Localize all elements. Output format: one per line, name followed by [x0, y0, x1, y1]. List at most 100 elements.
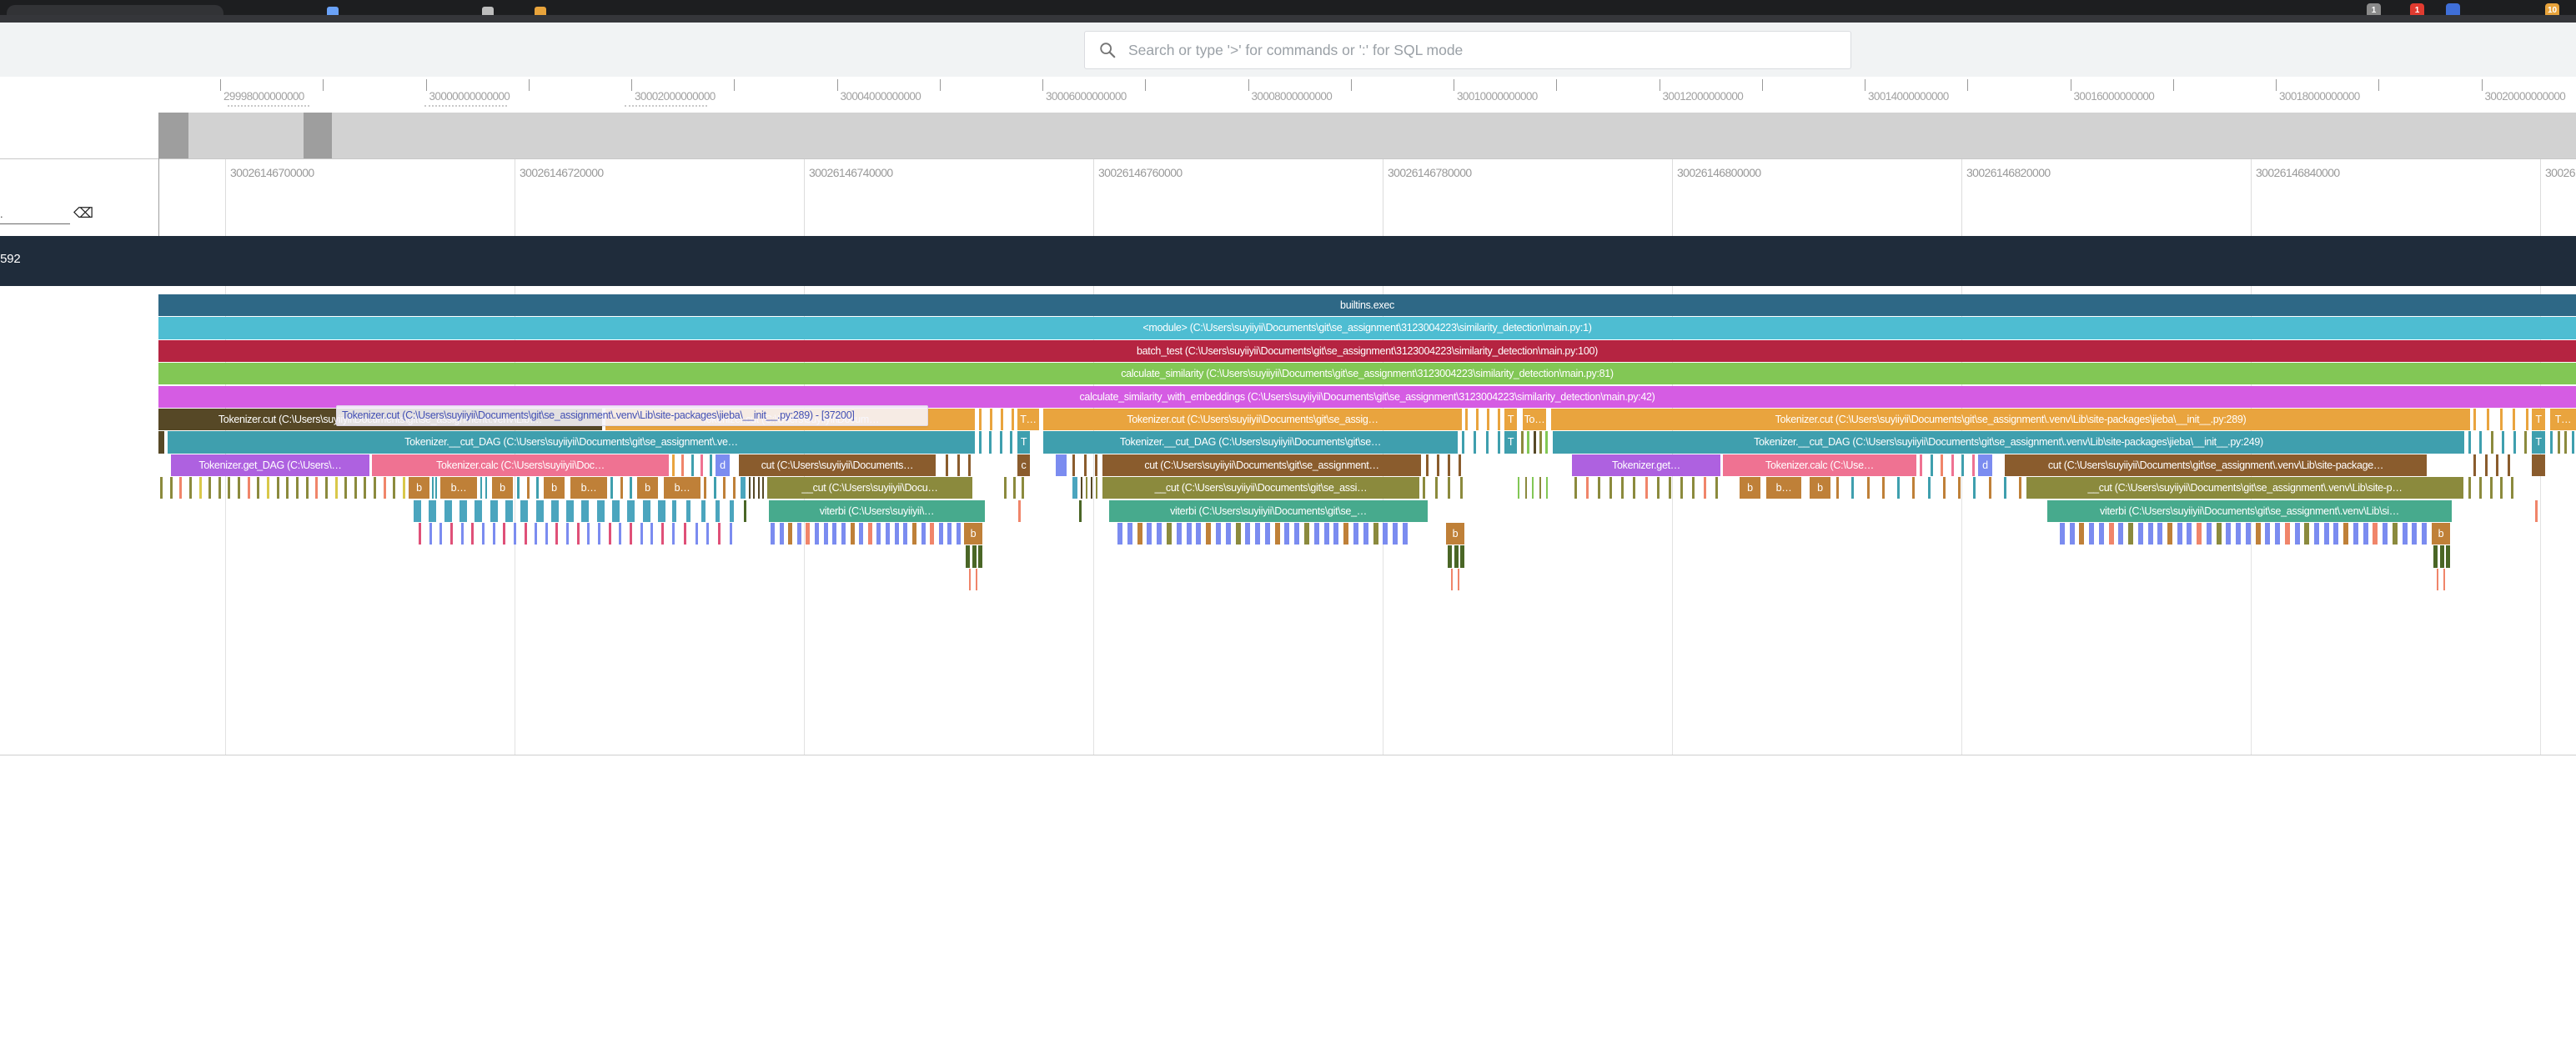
flame-sliver[interactable] — [315, 477, 319, 499]
flame-sliver[interactable] — [1498, 431, 1500, 454]
flame-segment[interactable] — [2443, 568, 2445, 590]
flame-sliver[interactable] — [2486, 409, 2489, 431]
flame-sliver[interactable] — [620, 477, 623, 499]
flame-sliver[interactable] — [681, 454, 685, 476]
flame-sliver[interactable] — [374, 477, 377, 499]
flame-sliver[interactable] — [545, 523, 548, 545]
flame-sliver[interactable] — [1127, 523, 1132, 545]
flame-sliver[interactable] — [218, 477, 221, 499]
flame-segment[interactable]: b — [637, 477, 658, 499]
flame-sliver[interactable] — [2422, 523, 2427, 545]
flame-sliver[interactable] — [1930, 454, 1933, 476]
flame-sliver[interactable] — [305, 477, 309, 499]
flame-segment[interactable]: T… — [1017, 409, 1039, 431]
flame-sliver[interactable] — [449, 523, 453, 545]
flame-segment[interactable]: b — [409, 477, 429, 499]
flame-sliver[interactable] — [1645, 477, 1648, 499]
flame-sliver[interactable] — [2245, 523, 2251, 545]
flame-sliver[interactable] — [2275, 523, 2281, 545]
flame-segment[interactable] — [2437, 568, 2438, 590]
flame-sliver[interactable] — [1001, 409, 1003, 431]
flame-sliver[interactable] — [930, 523, 935, 545]
flame-sliver[interactable] — [1460, 545, 1464, 568]
flame-segment[interactable]: b… — [664, 477, 700, 499]
flame-sliver[interactable] — [612, 499, 620, 522]
flame-sliver[interactable] — [979, 431, 982, 454]
flame-sliver[interactable] — [1961, 454, 1965, 476]
flame-sliver[interactable] — [718, 523, 721, 545]
flame-sliver[interactable] — [815, 523, 820, 545]
flame-sliver[interactable] — [439, 523, 443, 545]
search-input[interactable] — [1128, 41, 1850, 59]
flame-sliver[interactable] — [480, 477, 482, 499]
flame-sliver[interactable] — [2392, 523, 2398, 545]
flame-sliver[interactable] — [2284, 523, 2290, 545]
flame-sliver[interactable] — [2323, 523, 2329, 545]
flame-segment[interactable]: To… — [1523, 409, 1546, 431]
flame-sliver[interactable] — [2197, 523, 2202, 545]
flame-sliver[interactable] — [1703, 477, 1706, 499]
flame-sliver[interactable] — [334, 477, 338, 499]
flame-sliver[interactable] — [2383, 523, 2388, 545]
brush-handle[interactable] — [158, 113, 188, 158]
flame-sliver[interactable] — [1022, 477, 1024, 499]
flame-sliver[interactable] — [587, 523, 590, 545]
flame-sliver[interactable] — [642, 499, 650, 522]
flame-sliver[interactable] — [1353, 523, 1359, 545]
flame-sliver[interactable] — [2363, 523, 2368, 545]
flame-sliver[interactable] — [972, 545, 977, 568]
flame-sliver[interactable] — [1274, 523, 1280, 545]
flame-segment[interactable]: b — [492, 477, 513, 499]
flame-segment[interactable] — [1458, 568, 1459, 590]
flame-sliver[interactable] — [2294, 523, 2300, 545]
flame-sliver[interactable] — [286, 477, 289, 499]
flame-segment[interactable]: d — [716, 454, 730, 476]
flame-sliver[interactable] — [1498, 409, 1500, 431]
flame-sliver[interactable] — [1004, 477, 1007, 499]
flame-sliver[interactable] — [1245, 523, 1251, 545]
flame-sliver[interactable] — [733, 477, 736, 499]
flame-sliver[interactable] — [2500, 477, 2503, 499]
flame-sliver[interactable] — [771, 523, 775, 545]
flame-segment[interactable]: T — [1017, 431, 1030, 454]
flame-sliver[interactable] — [2147, 523, 2153, 545]
flame-sliver[interactable] — [1313, 523, 1319, 545]
flame-sliver[interactable] — [471, 523, 475, 545]
flame-sliver[interactable] — [1958, 477, 1961, 499]
flame-sliver[interactable] — [505, 499, 513, 522]
flame-sliver[interactable] — [1476, 409, 1479, 431]
flame-sliver[interactable] — [1012, 409, 1014, 431]
flame-segment[interactable]: viterbi (C:\Users\suyiiyii\… — [769, 499, 985, 522]
flame-sliver[interactable] — [1972, 454, 1975, 476]
flame-sliver[interactable] — [1083, 454, 1087, 476]
timeline-overview-brush[interactable] — [158, 113, 2576, 158]
flame-sliver[interactable] — [753, 477, 756, 499]
flame-sliver[interactable] — [2333, 523, 2339, 545]
flame-sliver[interactable] — [513, 523, 516, 545]
flame-segment[interactable] — [969, 568, 971, 590]
flame-sliver[interactable] — [2433, 545, 2438, 568]
flame-sliver[interactable] — [1465, 409, 1468, 431]
flame-sliver[interactable] — [1680, 477, 1683, 499]
flame-sliver[interactable] — [2003, 477, 2006, 499]
flame-sliver[interactable] — [2137, 523, 2143, 545]
flame-sliver[interactable] — [1343, 523, 1349, 545]
flame-sliver[interactable] — [2513, 409, 2516, 431]
flame-sliver[interactable] — [1621, 477, 1624, 499]
flame-sliver[interactable] — [630, 523, 633, 545]
flame-segment[interactable] — [1451, 568, 1453, 590]
flame-segment[interactable]: Tokenizer.calc (C:\Use… — [1723, 454, 1916, 476]
flame-sliver[interactable] — [832, 523, 837, 545]
flame-segment[interactable]: T — [1504, 409, 1517, 431]
flame-sliver[interactable] — [2353, 523, 2358, 545]
flame-sliver[interactable] — [1147, 523, 1152, 545]
flame-segment[interactable]: calculate_similarity (C:\Users\suyiiyii\… — [158, 363, 2576, 385]
flame-segment[interactable]: b — [964, 523, 982, 545]
flame-sliver[interactable] — [650, 523, 654, 545]
flame-sliver[interactable] — [700, 454, 703, 476]
flame-segment[interactable]: T… — [2550, 409, 2576, 431]
flame-sliver[interactable] — [490, 499, 498, 522]
flame-sliver[interactable] — [706, 523, 710, 545]
flame-segment[interactable]: Tokenizer.cut (C:\Users\suyiiyii\Documen… — [1551, 409, 2470, 431]
flame-sliver[interactable] — [704, 477, 706, 499]
